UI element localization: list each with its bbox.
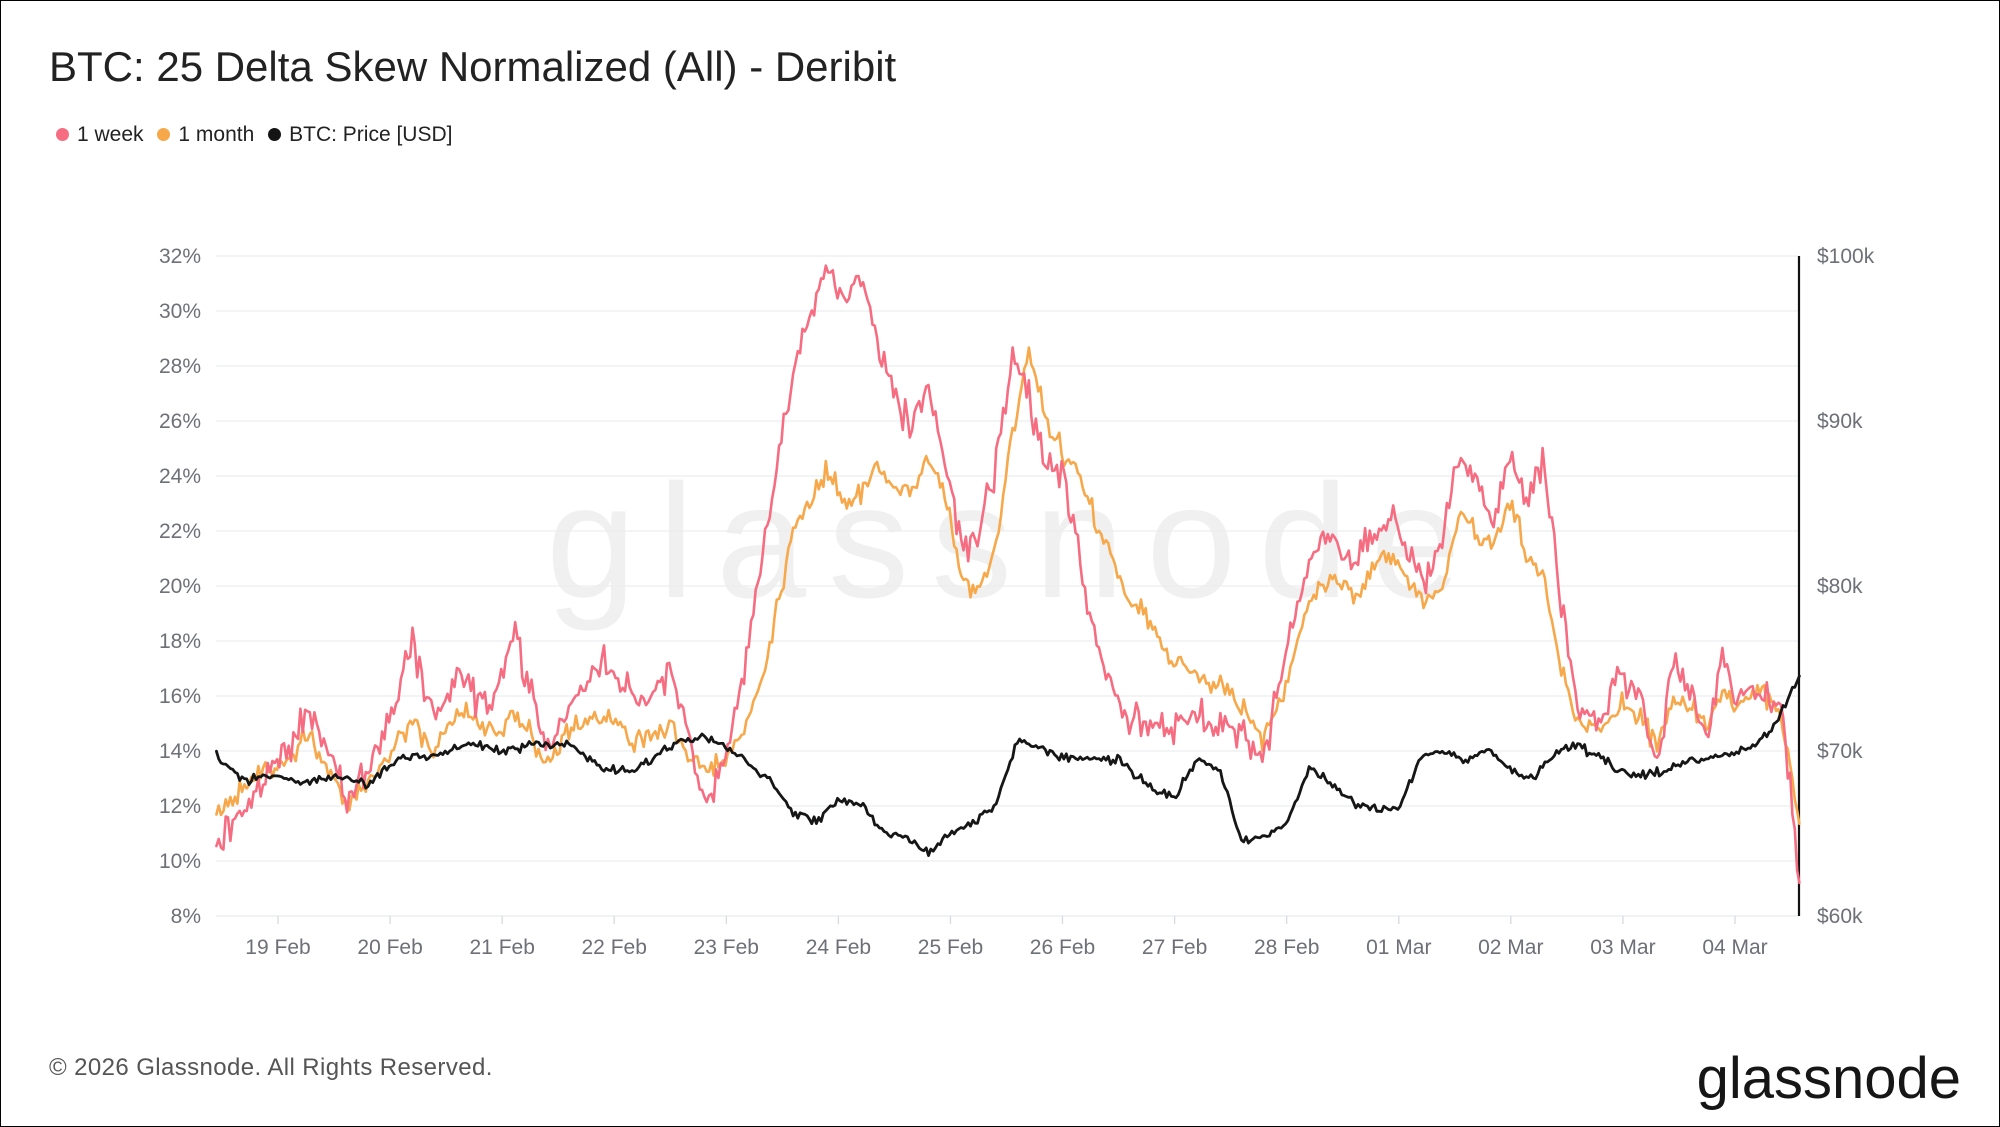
svg-text:24%: 24% xyxy=(159,465,201,488)
svg-text:20 Feb: 20 Feb xyxy=(357,936,422,959)
svg-text:12%: 12% xyxy=(159,795,201,818)
svg-text:26%: 26% xyxy=(159,410,201,433)
svg-text:$100k: $100k xyxy=(1817,245,1875,268)
svg-text:26 Feb: 26 Feb xyxy=(1030,936,1095,959)
svg-text:02 Mar: 02 Mar xyxy=(1478,936,1543,959)
svg-text:28%: 28% xyxy=(159,355,201,378)
svg-text:32%: 32% xyxy=(159,245,201,268)
svg-text:8%: 8% xyxy=(171,905,201,928)
svg-text:$80k: $80k xyxy=(1817,575,1863,598)
svg-text:21 Feb: 21 Feb xyxy=(470,936,535,959)
svg-text:28 Feb: 28 Feb xyxy=(1254,936,1319,959)
svg-text:10%: 10% xyxy=(159,850,201,873)
svg-text:18%: 18% xyxy=(159,630,201,653)
svg-text:27 Feb: 27 Feb xyxy=(1142,936,1207,959)
svg-text:20%: 20% xyxy=(159,575,201,598)
svg-text:22 Feb: 22 Feb xyxy=(582,936,647,959)
svg-text:23 Feb: 23 Feb xyxy=(694,936,759,959)
svg-text:24 Feb: 24 Feb xyxy=(806,936,871,959)
svg-text:$90k: $90k xyxy=(1817,410,1863,433)
svg-text:03 Mar: 03 Mar xyxy=(1590,936,1655,959)
svg-text:$70k: $70k xyxy=(1817,740,1863,763)
svg-text:19 Feb: 19 Feb xyxy=(245,936,310,959)
svg-text:$60k: $60k xyxy=(1817,905,1863,928)
svg-text:30%: 30% xyxy=(159,300,201,323)
svg-text:04 Mar: 04 Mar xyxy=(1702,936,1767,959)
svg-text:16%: 16% xyxy=(159,685,201,708)
svg-text:25 Feb: 25 Feb xyxy=(918,936,983,959)
svg-text:01 Mar: 01 Mar xyxy=(1366,936,1431,959)
svg-text:22%: 22% xyxy=(159,520,201,543)
svg-text:14%: 14% xyxy=(159,740,201,763)
